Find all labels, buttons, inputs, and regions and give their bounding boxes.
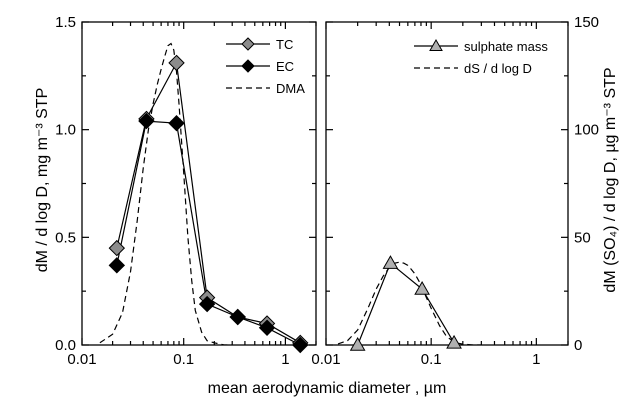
right-series-group (337, 261, 482, 345)
right-x-ticks: 0.01 0.1 1 (311, 22, 569, 368)
left-y-axis-label: dM / d log D, mg m⁻³ STP (34, 88, 51, 272)
ec-point (198, 295, 216, 313)
sulphate-mass-point (349, 336, 366, 351)
legend-label-ec: EC (276, 59, 294, 74)
tc-point (108, 239, 126, 257)
legend-label-sulphate-mass: sulphate mass (464, 39, 548, 54)
x-tick-label: 0.01 (67, 351, 96, 368)
y-tick-label: 0.5 (55, 229, 76, 246)
left-x-ticks: 0.01 0.1 1 (67, 22, 317, 368)
y-tick-label: 0 (574, 337, 582, 354)
x-tick-label: 0.1 (421, 351, 442, 368)
dma-line (99, 42, 233, 345)
tc-point (168, 54, 185, 72)
left-series-group (99, 42, 301, 345)
x-tick-label: 1 (532, 351, 540, 368)
y-tick-label: 1.0 (55, 122, 76, 139)
sulphate-mass-point (382, 255, 399, 269)
right-legend: sulphate mass dS / d log D (414, 38, 548, 76)
ec-point (258, 319, 276, 336)
right-y-ticks: 0 50 100 150 (326, 14, 599, 354)
sulphate-mass-point (414, 281, 430, 295)
x-tick-label: 0.1 (173, 351, 194, 368)
left-y-ticks: 0.0 0.5 1.0 1.5 (55, 14, 316, 354)
y-tick-label: 150 (574, 14, 599, 31)
ec-point (108, 257, 126, 274)
x-axis-label: mean aerodynamic diameter , µm (208, 380, 447, 397)
ec-point (168, 114, 185, 132)
ec-point (138, 112, 155, 130)
legend-label-tc: TC (276, 37, 293, 52)
right-panel: 0.01 0.1 1 0 50 100 150 sulphate mass dS / d log… (311, 14, 599, 368)
y-tick-label: 1.5 (55, 14, 76, 31)
ec-point (292, 336, 309, 354)
sulphate-mass-point (446, 334, 462, 349)
sulphate-mass-line (357, 262, 455, 345)
legend-marker-sulphate-mass (429, 38, 443, 51)
right-y-axis-label: dM (SO₄) / d log D, µg m⁻³ STP (602, 67, 619, 292)
legend-marker-ec (241, 59, 255, 73)
ec-point (229, 308, 246, 326)
ds-d-log-d-line (337, 261, 482, 345)
x-tick-label: 1 (281, 351, 289, 368)
legend-label-ds-d-log-d: dS / d log D (464, 61, 532, 76)
y-tick-label: 0.0 (55, 337, 76, 354)
x-tick-label: 0.01 (311, 351, 340, 368)
y-tick-label: 100 (574, 122, 599, 139)
left-legend: TC EC DMA (226, 37, 305, 96)
left-panel: 0.01 0.1 1 0.0 0.5 1.0 1.5 TC EC DMA (55, 14, 317, 368)
y-tick-label: 50 (574, 229, 591, 246)
ec-line (116, 120, 301, 345)
legend-label-dma: DMA (276, 81, 305, 96)
legend-marker-tc (241, 37, 255, 51)
